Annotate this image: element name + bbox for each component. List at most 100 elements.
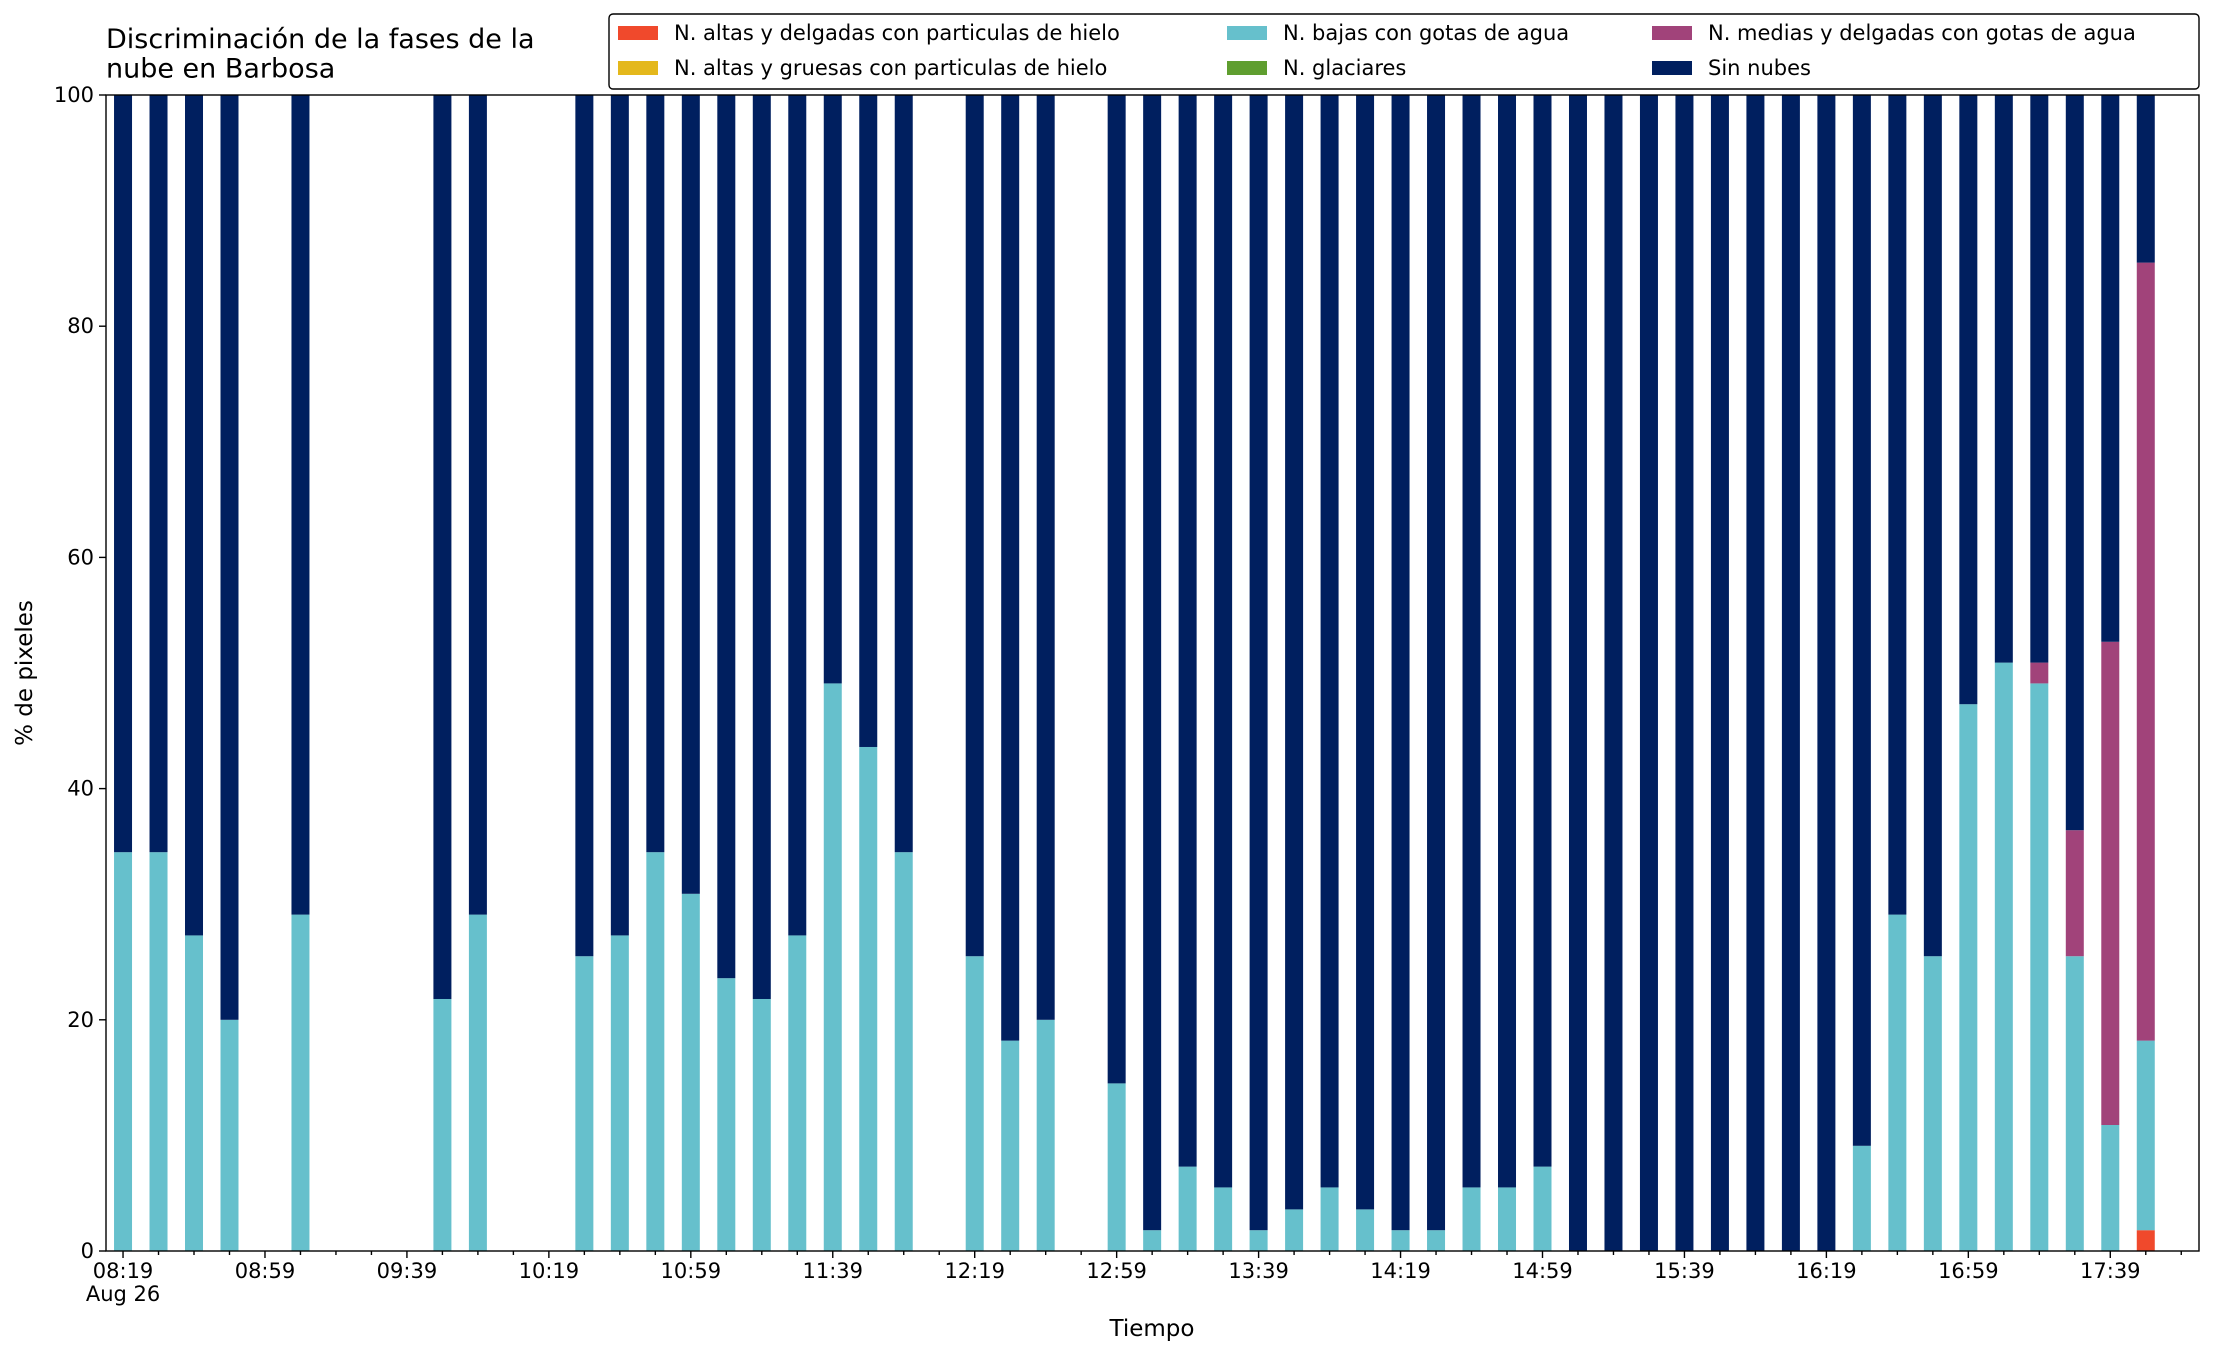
y-axis-label: % de pixeles: [12, 600, 38, 746]
legend-label: N. bajas con gotas de agua: [1283, 21, 1569, 45]
legend-swatch: [1652, 26, 1692, 40]
bar-segment: [1994, 662, 2013, 1251]
bar-segment: [1320, 1187, 1339, 1251]
bar-segment: [575, 95, 594, 957]
bar-segment: [1852, 1145, 1871, 1251]
y-tick-label: 0: [81, 1239, 94, 1263]
bar-segment: [859, 746, 878, 1251]
x-tick-label: 13:39: [1228, 1259, 1289, 1283]
bar-segment: [1001, 1040, 1020, 1251]
bar-segment: [823, 95, 842, 684]
bar-segment: [1675, 95, 1694, 1251]
x-tick-label: 16:59: [1938, 1259, 1999, 1283]
bar-segment: [1746, 95, 1765, 1251]
bar-segment: [1356, 1209, 1375, 1251]
bar-segment: [1923, 956, 1942, 1251]
bar-segment: [717, 978, 736, 1251]
bar-segment: [1959, 95, 1978, 705]
bar-segment: [1888, 914, 1907, 1251]
x-tick-label: 14:19: [1370, 1259, 1431, 1283]
bar-segment: [965, 95, 984, 957]
x-tick-label: 15:39: [1654, 1259, 1715, 1283]
bar-segment: [823, 683, 842, 1251]
bar-segment: [1604, 95, 1623, 1251]
bar-segment: [1533, 1166, 1552, 1251]
bar-segment: [1249, 95, 1268, 1231]
bar-segment: [291, 914, 310, 1251]
bar-segment: [1781, 95, 1800, 1251]
bar-segment: [965, 956, 984, 1251]
bar-segment: [1427, 95, 1446, 1231]
bar-segment: [291, 95, 310, 915]
bar-segment: [575, 956, 594, 1251]
bar-segment: [1817, 95, 1836, 1251]
bar-segment: [2101, 1124, 2120, 1251]
bar-segment: [894, 95, 913, 853]
x-tick-label: 10:59: [661, 1259, 722, 1283]
bar-segment: [220, 1019, 239, 1251]
legend-swatch: [1227, 61, 1267, 75]
x-tick-label: 14:59: [1512, 1259, 1573, 1283]
bar-segment: [1498, 95, 1517, 1188]
x-tick-label: 09:39: [377, 1259, 438, 1283]
bar-segment: [149, 852, 168, 1251]
y-tick-label: 40: [67, 777, 94, 801]
legend-label: N. glaciares: [1283, 56, 1406, 80]
bar-segment: [2030, 95, 2049, 663]
legend-label: N. altas y delgadas con particulas de hi…: [674, 21, 1120, 45]
bar-segment: [1356, 95, 1375, 1210]
bar-segment: [1107, 1083, 1126, 1251]
bar-segment: [1036, 95, 1055, 1020]
bar-segment: [433, 998, 452, 1251]
x-axis-label: Tiempo: [1109, 1316, 1195, 1342]
bar-segment: [1710, 95, 1729, 1251]
bar-segment: [752, 998, 771, 1251]
y-tick-label: 80: [67, 314, 94, 338]
bar-segment: [859, 95, 878, 747]
y-tick-label: 60: [67, 545, 94, 569]
bar-segment: [646, 852, 665, 1251]
y-tick-label: 100: [54, 83, 94, 107]
bar-segment: [1568, 95, 1587, 1251]
bar-segment: [1001, 95, 1020, 1041]
bar-segment: [2101, 95, 2120, 642]
bar-segment: [1923, 95, 1942, 957]
bar-segment: [1533, 95, 1552, 1167]
legend-label: Sin nubes: [1708, 56, 1811, 80]
bar-segment: [114, 852, 133, 1251]
bar-segment: [1143, 95, 1162, 1231]
bar-segment: [2030, 683, 2049, 1251]
x-tick-label: 08:19 Aug 26: [86, 1259, 160, 1306]
x-tick-label: 12:59: [1086, 1259, 1147, 1283]
bar-segment: [149, 95, 168, 853]
bar-segment: [1852, 95, 1871, 1146]
bar-segment: [2136, 262, 2155, 1041]
chart-title: Discriminación de la fases de la nube en …: [106, 24, 535, 85]
bar-segment: [1214, 95, 1233, 1188]
y-tick-label: 20: [67, 1008, 94, 1032]
bar-segment: [681, 893, 700, 1251]
bar-segment: [1285, 95, 1304, 1210]
bar-segment: [185, 935, 204, 1251]
bar-segment: [752, 95, 771, 999]
bar-segment: [717, 95, 736, 979]
bar-segment: [1107, 95, 1126, 1084]
bar-segment: [894, 852, 913, 1251]
bar-segment: [433, 95, 452, 999]
bar-segment: [1462, 1187, 1481, 1251]
bar-segment: [1178, 95, 1197, 1167]
bar-segment: [1391, 95, 1410, 1231]
x-tick-label: 16:19: [1796, 1259, 1857, 1283]
bar-segment: [185, 95, 204, 936]
bar-segment: [2065, 956, 2084, 1251]
bar-segment: [1462, 95, 1481, 1188]
legend-swatch: [1652, 61, 1692, 75]
bar-segment: [468, 95, 487, 915]
bar-segment: [468, 914, 487, 1251]
bar-segment: [1178, 1166, 1197, 1251]
bar-segment: [1959, 704, 1978, 1251]
bar-segment: [114, 95, 133, 853]
bar-segment: [1639, 95, 1658, 1251]
bar-segment: [2136, 95, 2155, 263]
